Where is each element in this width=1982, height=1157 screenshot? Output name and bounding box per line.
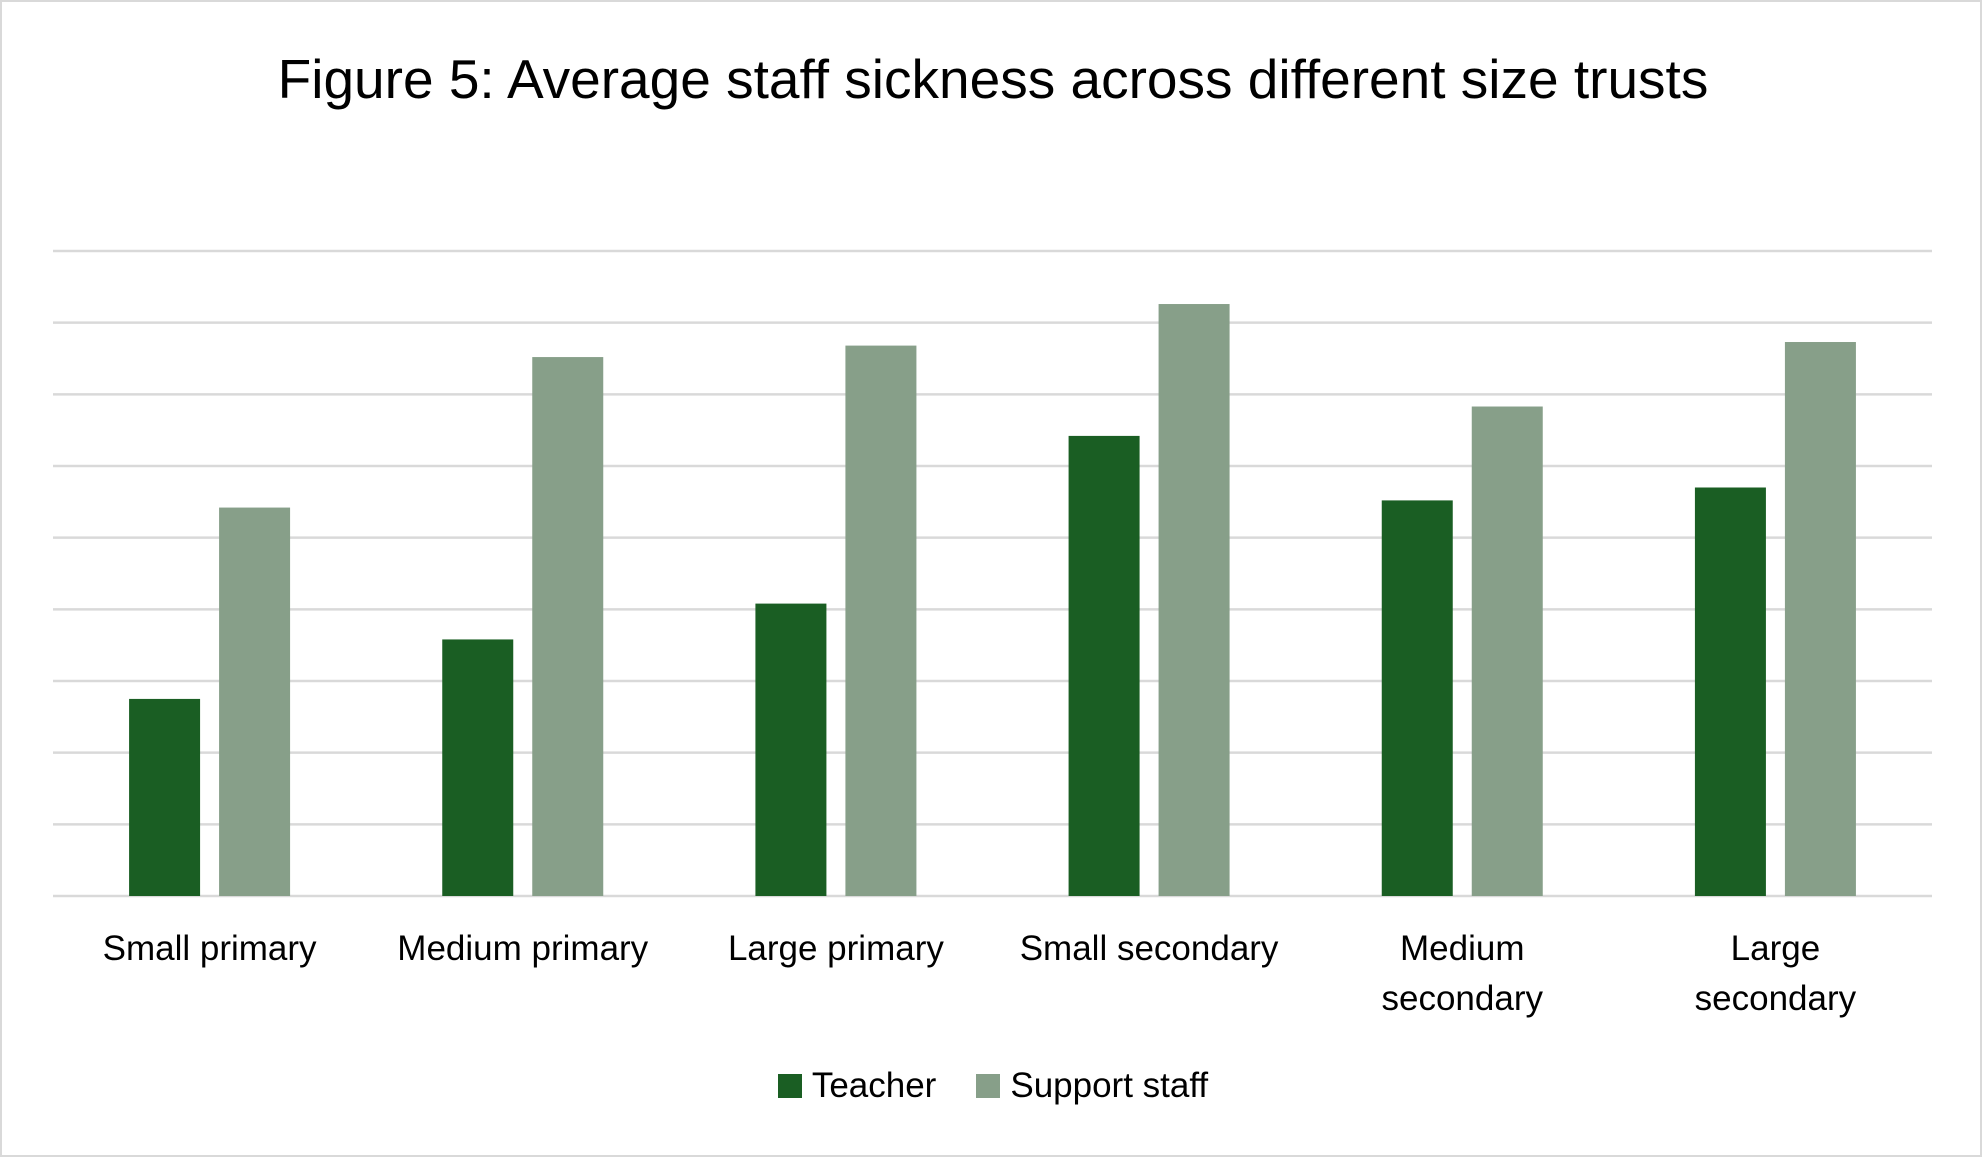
chart-title: Figure 5: Average staff sickness across … <box>277 48 1709 110</box>
legend-swatch <box>976 1074 1001 1098</box>
bar <box>1471 406 1543 896</box>
bar <box>845 345 917 897</box>
legend-item: Support staff <box>976 1066 1208 1106</box>
x-tick-label: Large primary <box>727 929 944 968</box>
legend-swatch <box>777 1074 802 1098</box>
bar <box>1381 500 1453 896</box>
x-tick-label: Medium primary <box>397 929 649 968</box>
legend-item: Teacher <box>777 1066 937 1106</box>
x-tick-label: Medium secondary <box>1381 929 1543 1018</box>
bar <box>532 357 604 897</box>
x-tick-label: Small secondary <box>1019 929 1279 968</box>
legend-label: Teacher <box>811 1066 937 1105</box>
bar <box>1158 304 1230 896</box>
bar <box>129 698 201 896</box>
x-tick-label: Large secondary <box>1694 929 1857 1018</box>
bar <box>1068 435 1140 896</box>
bar <box>219 507 291 896</box>
bar <box>1694 487 1766 896</box>
bar <box>755 603 827 896</box>
x-tick-label: Small primary <box>102 929 317 968</box>
legend: Teacher Support staff <box>2 1066 1980 1106</box>
legend-label: Support staff <box>1010 1066 1209 1105</box>
bar <box>442 639 514 896</box>
bar <box>1784 342 1856 896</box>
